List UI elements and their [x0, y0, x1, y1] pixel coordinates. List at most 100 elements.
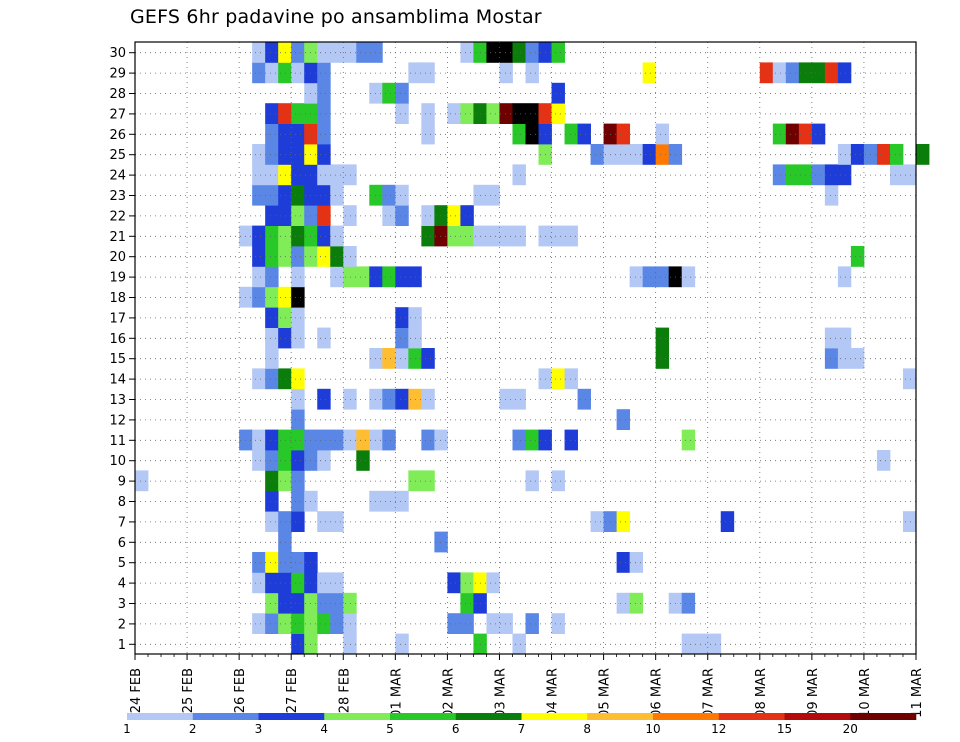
legend: 1 2 3 4 5 6 7 8 10 12 15 20 — [123, 713, 917, 736]
y-tick-label: 3 — [118, 597, 126, 612]
heatmap-cell — [265, 327, 279, 349]
heatmap-cell — [265, 592, 279, 614]
heatmap-cell — [395, 82, 409, 104]
heatmap-cell — [902, 164, 917, 186]
heatmap-cell — [265, 246, 279, 267]
heatmap-cell — [265, 348, 279, 369]
x-tick-label: 04 MAR — [546, 668, 561, 718]
heatmap-cell — [551, 225, 565, 247]
heatmap-cell — [551, 368, 565, 390]
y-tick-label: 27 — [109, 107, 126, 122]
legend-swatch — [127, 713, 194, 720]
heatmap-cell — [252, 450, 266, 471]
heatmap-cell — [291, 42, 305, 63]
heatmap-cell — [317, 246, 331, 267]
heatmap-cell — [837, 348, 852, 369]
heatmap-cell — [252, 184, 266, 206]
heatmap-cell — [252, 62, 266, 84]
heatmap-cell — [447, 225, 461, 247]
legend-swatch — [258, 713, 325, 720]
heatmap-cell — [655, 266, 670, 288]
heatmap-cell — [330, 613, 344, 634]
heatmap-cell — [265, 450, 279, 471]
heatmap-cell — [382, 388, 396, 410]
heatmap-cell — [824, 327, 839, 349]
heatmap-cell — [486, 42, 500, 63]
heatmap-cell — [382, 348, 396, 369]
heatmap-cell — [382, 184, 396, 206]
heatmap-cell — [681, 633, 696, 655]
heatmap-cell — [278, 572, 292, 594]
heatmap-cell — [395, 327, 409, 349]
heatmap-cell — [265, 42, 279, 63]
heatmap-cell — [291, 572, 305, 594]
heatmap-cell — [291, 592, 305, 614]
heatmap-cell — [369, 348, 383, 369]
heatmap-cell — [291, 184, 305, 206]
x-tick-label: 08 MAR — [754, 668, 769, 718]
legend-swatch — [784, 713, 851, 720]
x-tick-label: 03 MAR — [493, 668, 508, 718]
heatmap-cell — [265, 368, 279, 390]
y-tick-label: 22 — [109, 209, 126, 224]
y-tick-label: 16 — [109, 332, 126, 347]
heatmap-cell — [135, 470, 149, 492]
heatmap-cell — [278, 450, 292, 471]
y-tick-label: 13 — [109, 393, 126, 408]
heatmap-cell — [278, 144, 292, 165]
heatmap-cell — [460, 592, 474, 614]
y-tick-label: 28 — [109, 87, 126, 102]
heatmap-cell — [291, 490, 305, 512]
legend-swatch — [718, 713, 785, 720]
heatmap-cell — [291, 164, 305, 186]
heatmap-cell — [655, 327, 670, 349]
heatmap-cell — [317, 123, 331, 145]
heatmap-cell — [317, 205, 331, 226]
heatmap-cell — [525, 123, 539, 145]
y-tick-label: 1 — [118, 638, 126, 653]
heatmap-cell — [590, 144, 604, 165]
x-tick-label: 26 FEB — [233, 668, 248, 713]
heatmap-cell — [278, 327, 292, 349]
heatmap-cell — [343, 246, 357, 267]
heatmap-cell — [278, 429, 292, 451]
heatmap-cell — [343, 429, 357, 451]
x-ticks: 24 FEB 25 FEB 26 FEB 27 FEB 28 FEB 01 MAR 02 M… — [129, 654, 925, 718]
heatmap-cell — [811, 123, 826, 145]
heatmap-cell — [343, 613, 357, 634]
heatmap-cell — [369, 82, 383, 104]
heatmap-cell — [369, 42, 383, 63]
heatmap-cell — [317, 327, 331, 349]
heatmap-cell — [616, 592, 631, 614]
heatmap-cell — [564, 429, 578, 451]
heatmap-cell — [460, 205, 474, 226]
heatmap-cell — [291, 429, 305, 451]
legend-label: 1 — [123, 722, 131, 736]
heatmap-cell — [317, 429, 331, 451]
heatmap-cell — [850, 348, 865, 369]
heatmap-cell — [330, 511, 344, 532]
y-tick-label: 7 — [118, 515, 126, 530]
heatmap-cell — [330, 246, 344, 267]
heatmap-cell — [343, 164, 357, 186]
heatmap-cell — [317, 103, 331, 124]
heatmap-cell — [395, 205, 409, 226]
heatmap-cell — [629, 592, 644, 614]
heatmap-cell — [382, 490, 396, 512]
heatmap-cell — [395, 307, 409, 328]
heatmap-cell — [291, 633, 305, 655]
heatmap-cell — [278, 613, 292, 634]
heatmap-cell — [850, 144, 865, 165]
heatmap-cell — [421, 205, 435, 226]
heatmap-cell — [343, 266, 357, 288]
heatmap-cell — [681, 266, 696, 288]
heatmap-cell — [837, 62, 852, 84]
heatmap-cell — [252, 613, 266, 634]
y-tick-label: 26 — [109, 128, 126, 143]
heatmap-cell — [525, 429, 539, 451]
heatmap-cell — [278, 531, 292, 553]
heatmap-cell — [291, 450, 305, 471]
heatmap-cell — [499, 388, 513, 410]
legend-label: 15 — [777, 722, 792, 736]
